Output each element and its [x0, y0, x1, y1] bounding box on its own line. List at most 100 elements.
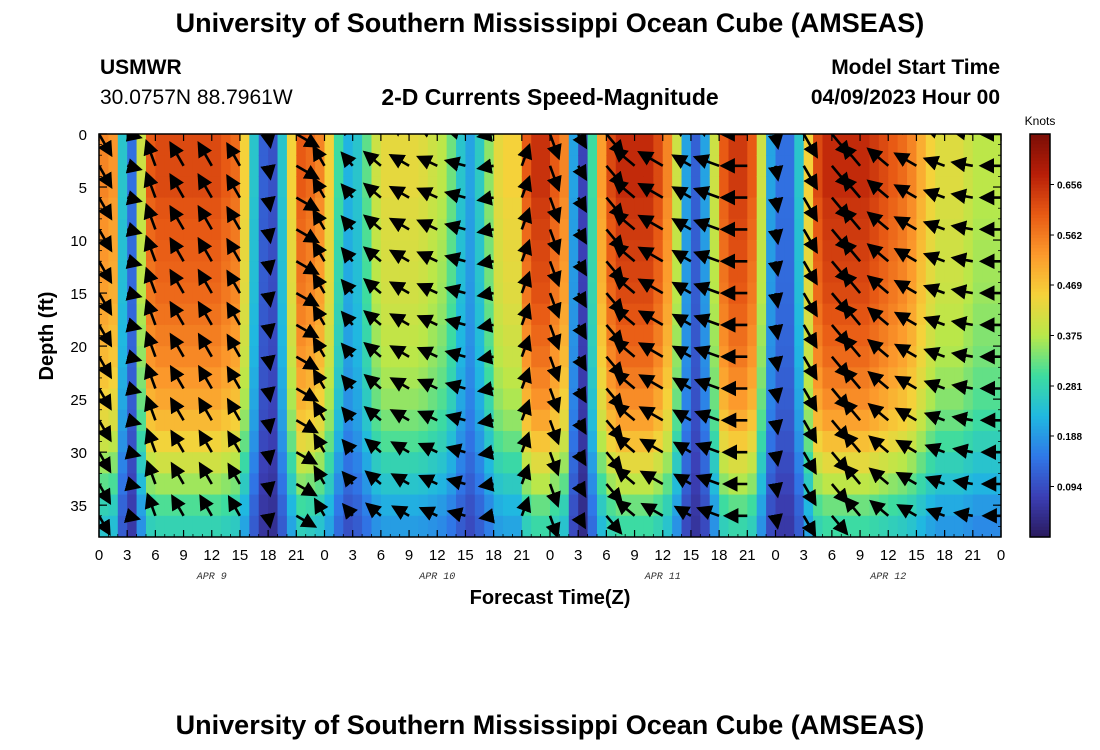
- heatmap-cell: [991, 303, 1001, 326]
- heatmap-cell: [409, 346, 420, 368]
- current-vector: [226, 269, 242, 294]
- heatmap-cell: [446, 515, 457, 537]
- current-vector: [517, 334, 532, 358]
- heatmap-cell: [596, 261, 607, 284]
- heatmap-cell: [286, 494, 297, 517]
- heatmap-cell: [794, 494, 805, 517]
- heatmap-cell: [587, 452, 598, 474]
- heatmap-cell: [634, 409, 645, 432]
- current-vector: [226, 237, 242, 262]
- heatmap-cell: [784, 388, 795, 411]
- colorbar-swatch: [1030, 493, 1050, 498]
- heatmap-cell: [662, 261, 673, 284]
- heatmap-cell: [286, 240, 297, 262]
- heatmap-cell: [493, 494, 504, 517]
- current-vector: [843, 496, 862, 517]
- heatmap-cell: [916, 176, 927, 199]
- heatmap-cell: [127, 303, 138, 326]
- heatmap-cell: [972, 515, 983, 537]
- current-vector: [671, 134, 691, 138]
- heatmap-cell: [239, 282, 250, 305]
- heatmap-cell: [860, 218, 871, 241]
- heatmap-cell: [709, 324, 720, 347]
- colorbar-swatch: [1030, 332, 1050, 337]
- heatmap-cell: [484, 494, 495, 517]
- heatmap-cell: [503, 176, 514, 199]
- heatmap-cell: [559, 303, 570, 326]
- heatmap-cell: [982, 176, 993, 199]
- x-tick-label: 0: [771, 547, 779, 564]
- heatmap-cell: [390, 134, 401, 156]
- current-vector: [802, 387, 818, 413]
- heatmap-cell: [531, 367, 542, 390]
- heatmap-cell: [399, 388, 410, 411]
- heatmap-cell: [296, 303, 307, 326]
- heatmap-cell: [409, 494, 420, 517]
- heatmap-cell: [268, 176, 279, 199]
- heatmap-cell: [239, 303, 250, 326]
- x-tick-label: 12: [654, 547, 671, 564]
- heatmap-cell: [221, 430, 232, 453]
- current-vector: [866, 147, 890, 167]
- heatmap-cell: [324, 303, 335, 326]
- heatmap-cell: [286, 515, 297, 537]
- heatmap-cell: [1001, 176, 1011, 198]
- colorbar-swatch: [1030, 520, 1050, 525]
- current-vector: [295, 291, 320, 307]
- current-vector: [295, 387, 320, 402]
- x-tick-label: 3: [574, 547, 582, 564]
- heatmap-cell: [907, 452, 918, 474]
- heatmap-cell: [907, 303, 918, 326]
- current-vector: [517, 175, 533, 199]
- current-vector: [260, 449, 276, 467]
- heatmap-cell: [512, 155, 523, 178]
- heatmap-cell: [183, 240, 194, 262]
- heatmap-cell: [484, 303, 495, 326]
- current-vector: [295, 323, 320, 339]
- heatmap-cell: [737, 197, 748, 220]
- x-tick-label: 21: [964, 547, 981, 564]
- heatmap-cell: [991, 430, 1001, 453]
- heatmap-cell: [409, 473, 420, 496]
- heatmap-cell: [221, 324, 232, 347]
- heatmap-cell: [888, 388, 899, 411]
- heatmap-cell: [803, 282, 814, 305]
- heatmap-cell: [456, 367, 467, 390]
- heatmap-cell: [164, 473, 175, 496]
- heatmap-cell: [211, 409, 222, 432]
- heatmap-cell: [954, 346, 965, 368]
- heatmap-cell: [286, 452, 297, 474]
- heatmap-cell: [437, 452, 448, 474]
- heatmap-cell: [596, 388, 607, 411]
- heatmap-cell: [672, 388, 683, 411]
- colorbar-tick-label: 0.375: [1057, 332, 1082, 343]
- heatmap-cell: [239, 515, 250, 537]
- heatmap-cell: [512, 473, 523, 496]
- heatmap-cell: [935, 515, 946, 537]
- heatmap-cell: [954, 452, 965, 474]
- heatmap-cell: [784, 261, 795, 284]
- current-vector: [197, 173, 213, 199]
- heatmap-cell: [643, 452, 654, 474]
- current-vector: [143, 138, 159, 167]
- heatmap-cell: [991, 261, 1001, 284]
- heatmap-cell: [540, 303, 551, 326]
- heatmap-cell: [596, 134, 607, 156]
- heatmap-cell: [296, 388, 307, 411]
- heatmap-cell: [465, 430, 476, 453]
- current-vector: [340, 374, 357, 392]
- heatmap-cell: [587, 218, 598, 241]
- heatmap-cell: [474, 218, 485, 241]
- heatmap-cell: [756, 176, 767, 199]
- heatmap-cell: [474, 240, 485, 262]
- heatmap-cell: [813, 282, 824, 305]
- heatmap-cell: [944, 346, 955, 368]
- heatmap-cell: [888, 367, 899, 390]
- heatmap-cell: [324, 324, 335, 347]
- current-vector: [893, 216, 918, 231]
- heatmap-cell: [813, 155, 824, 178]
- heatmap-cell: [1001, 367, 1011, 389]
- heatmap-cell: [512, 367, 523, 390]
- heatmap-cell: [531, 176, 542, 199]
- heatmap-cell: [352, 346, 363, 368]
